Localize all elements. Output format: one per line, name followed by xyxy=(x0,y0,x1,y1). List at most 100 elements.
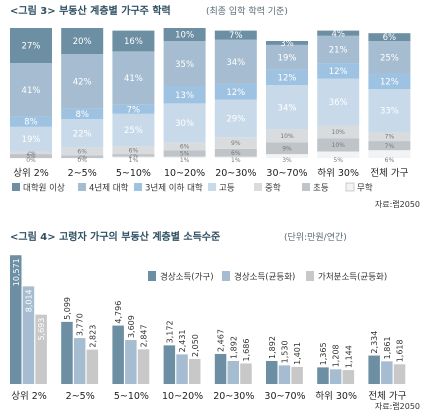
chart1-legend-label: 무학 xyxy=(357,183,373,194)
chart1-legend: 대학원 이상 4년제 대학 3년제 이하 대학 고등 중학 초등 무학 xyxy=(12,183,373,194)
chart2-data-label: 8,014 xyxy=(24,289,33,312)
chart1-bar-segment xyxy=(10,28,52,64)
chart2-category-label: 2~5% xyxy=(66,391,95,402)
chart1-bar-segment xyxy=(317,78,360,126)
chart1-data-label: 7% xyxy=(127,105,141,115)
chart1-bar-segment xyxy=(163,28,206,41)
chart1-bar-segment xyxy=(317,125,360,139)
chart1-title: <그림 3> 부동산 계층별 가구주 학력 xyxy=(10,4,171,17)
chart2-bar xyxy=(342,370,355,384)
chart1-bar-segment xyxy=(61,108,104,119)
chart1-bar-segment xyxy=(163,86,206,104)
chart2-data-label: 4,796 xyxy=(114,301,123,324)
chart1-bar-segment xyxy=(266,44,308,70)
chart1-bar-segment xyxy=(368,33,411,41)
chart1-bar-segment xyxy=(10,151,52,155)
chart1-bar-segment xyxy=(112,156,155,158)
chart2-category-label: 20~30% xyxy=(213,391,254,402)
chart2-data-label: 1,144 xyxy=(344,345,353,368)
chart1-data-label: 6% xyxy=(129,147,139,154)
chart1-bar-segment xyxy=(266,41,308,45)
chart2-data-label: 1,892 xyxy=(229,336,238,359)
chart2-legend-label: 가처분소득(균등화) xyxy=(318,273,387,283)
chart1-bar-segment xyxy=(368,41,411,74)
chart1-data-label: 5% xyxy=(180,151,190,158)
chart2-bar xyxy=(22,286,35,384)
chart1-bar-segment xyxy=(61,28,104,54)
chart1-data-label: 6% xyxy=(385,157,395,164)
chart2-bar xyxy=(125,340,137,384)
chart1-data-label: 3% xyxy=(280,39,294,49)
chart1-data-label: 27% xyxy=(22,42,41,52)
chart1-data-label: 8% xyxy=(75,110,89,120)
chart1-data-label: 30% xyxy=(175,119,194,129)
chart1-bar-segment xyxy=(163,142,206,151)
chart1-legend-label: 초등 xyxy=(313,184,329,194)
chart2-legend-swatch xyxy=(306,271,314,281)
chart1-data-label: 12% xyxy=(380,77,399,87)
chart1-data-label: 2% xyxy=(77,154,87,161)
chart2-category-label: 하위 30% xyxy=(315,390,357,402)
chart1-legend-swatch xyxy=(254,183,262,191)
chart2-bar xyxy=(10,255,22,384)
chart2-legend-swatch xyxy=(222,271,230,281)
chart1-bar-segment xyxy=(266,129,308,143)
chart1-bar-segment xyxy=(317,30,360,36)
chart2-category-label: 5~10% xyxy=(114,391,149,402)
chart1-data-label: 10% xyxy=(332,129,346,136)
chart2-category-label: 10~20% xyxy=(162,391,203,402)
chart1-data-label: 3% xyxy=(282,157,292,164)
chart1-bar-segment xyxy=(163,103,206,143)
chart2-bar xyxy=(227,360,239,384)
chart2-data-label: 2,334 xyxy=(370,331,379,354)
chart1-bar-segment xyxy=(368,89,411,132)
chart2-data-label: 1,208 xyxy=(332,344,341,367)
chart1-data-label: 8% xyxy=(24,118,38,128)
chart2-data-label: 1,892 xyxy=(268,336,277,359)
chart1-data-label: 6% xyxy=(180,143,190,150)
chart2-data-label: 1,401 xyxy=(293,342,302,365)
chart1-data-label: 2% xyxy=(26,150,36,157)
chart1-bar-segment xyxy=(10,126,52,152)
chart2-bar xyxy=(393,364,406,384)
chart1-bar-segment xyxy=(10,116,52,127)
chart1-data-label: 4% xyxy=(331,29,345,39)
chart1-bar-segment xyxy=(112,51,155,105)
chart1-legend-label: 대학원 이상 xyxy=(23,183,65,194)
chart2-data-label: 3,770 xyxy=(76,313,85,336)
chart2-bar xyxy=(189,359,201,384)
chart1-data-label: 7% xyxy=(385,134,395,141)
chart1-legend-label: 고등 xyxy=(219,184,235,194)
chart1-category-label: 5~10% xyxy=(116,168,151,179)
chart1-bar-segment xyxy=(266,154,308,158)
chart1-category-label: 하위 30% xyxy=(317,167,359,179)
chart1-data-label: 6% xyxy=(231,150,241,157)
chart1-data-label: 29% xyxy=(226,114,245,124)
chart1-data-label: 41% xyxy=(124,74,143,84)
chart2-category-label: 상위 2% xyxy=(11,390,47,402)
chart1-bar-segment xyxy=(214,83,257,100)
chart1-bar-segment xyxy=(214,99,257,138)
chart1-bar-segment xyxy=(214,30,257,40)
chart1-category-label: 전체 가구 xyxy=(370,168,408,179)
chart1-data-label: 9% xyxy=(282,145,292,152)
chart1-data-label: 35% xyxy=(175,60,194,70)
chart1-data-label: 0% xyxy=(77,157,87,164)
chart2-data-label: 2,823 xyxy=(88,325,97,348)
chart1-legend-label: 3년제 이하 대학 xyxy=(145,183,203,194)
chart1-legend-swatch xyxy=(208,183,216,191)
chart2-data-label: 3,172 xyxy=(165,320,174,343)
chart1-bar-segment xyxy=(163,41,206,87)
chart2-title: <그림 4> 고령자 가구의 부동산 계층별 소득수준 xyxy=(10,230,220,243)
chart1-bar-segment xyxy=(317,63,360,79)
chart1-data-label: 1% xyxy=(180,157,190,164)
chart1-data-label: 19% xyxy=(22,135,41,145)
chart1-bar-segment xyxy=(10,158,52,159)
chart2-data-label: 1,686 xyxy=(242,339,251,362)
chart1-source: 자료:랩2050 xyxy=(375,200,420,209)
chart1-data-label: 3% xyxy=(26,153,36,160)
chart2-bar xyxy=(112,325,124,384)
